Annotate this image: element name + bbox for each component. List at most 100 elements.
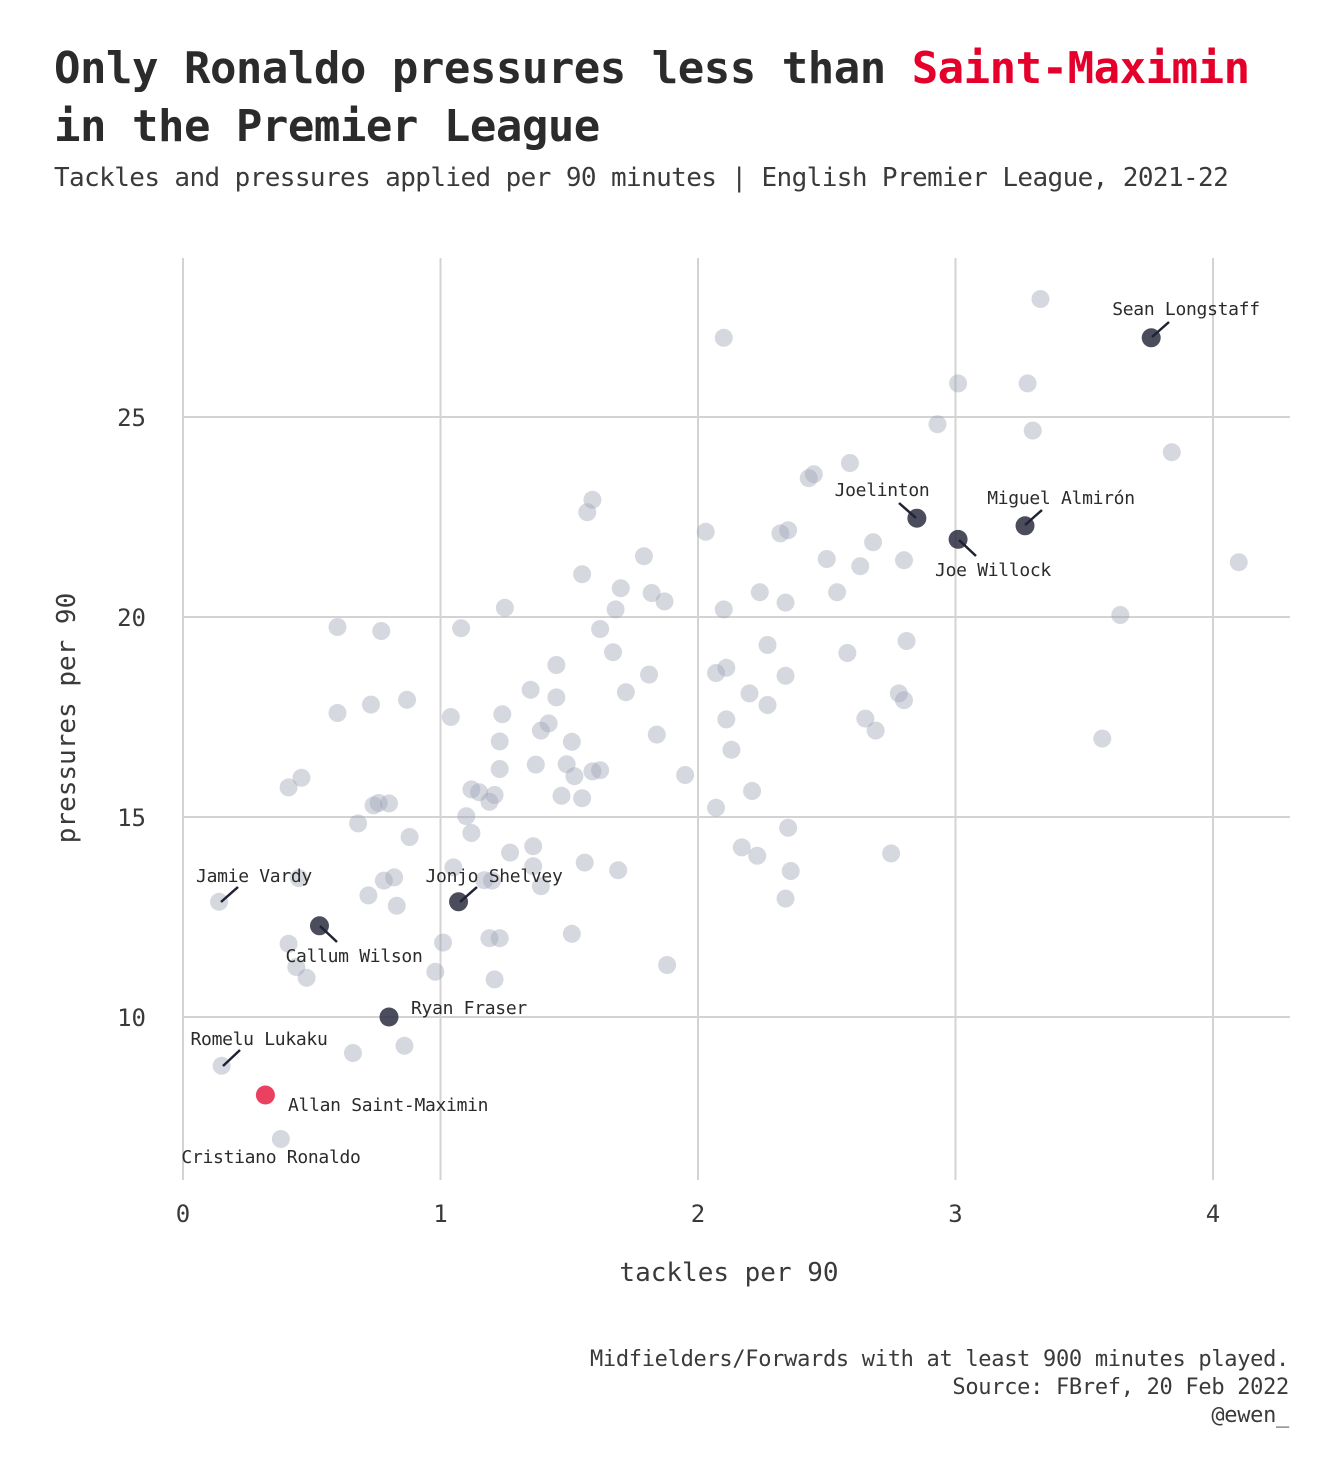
label-connector <box>459 886 478 903</box>
named-point-romelu-lukaku <box>212 1056 231 1075</box>
data-point <box>1162 443 1181 462</box>
data-point <box>717 658 736 677</box>
data-point <box>531 877 550 896</box>
data-point <box>647 725 666 744</box>
data-point <box>1023 421 1042 440</box>
data-point <box>897 632 916 650</box>
data-point <box>557 755 576 774</box>
label-connector <box>220 886 239 903</box>
point-label-joe-willock: Joe Willock <box>935 560 1051 581</box>
data-point <box>1229 553 1248 572</box>
highlight-point-allan-saint-maximin <box>255 1085 275 1105</box>
data-point <box>722 740 741 759</box>
x-axis-label: tackles per 90 <box>619 1258 838 1288</box>
data-point <box>882 844 901 863</box>
x-tick-label: 1 <box>433 1200 447 1228</box>
data-point <box>1031 290 1050 308</box>
data-point <box>444 858 463 877</box>
data-point <box>573 565 592 584</box>
data-point <box>287 958 306 976</box>
data-point <box>490 929 509 948</box>
point-label-sean-longstaff: Sean Longstaff <box>1112 299 1260 320</box>
data-point <box>359 886 378 905</box>
data-point <box>642 584 661 602</box>
data-point <box>866 721 885 740</box>
data-point <box>349 814 368 833</box>
data-point <box>400 828 419 846</box>
data-point <box>658 956 677 974</box>
data-point <box>583 490 602 509</box>
data-point <box>547 688 566 707</box>
data-point <box>732 838 751 857</box>
label-connector <box>319 925 338 943</box>
data-point <box>611 579 630 598</box>
data-point <box>452 619 471 638</box>
caption-note: Midfielders/Forwards with at least 900 m… <box>589 1347 1289 1372</box>
x-tick-label: 3 <box>948 1200 962 1228</box>
data-point <box>799 469 818 488</box>
data-point <box>426 962 445 981</box>
data-point <box>480 929 499 948</box>
y-tick-label: 25 <box>117 404 146 432</box>
labeled-point-jonjo-shelvey <box>449 892 469 912</box>
data-point <box>493 705 512 724</box>
chart-title: Only Ronaldo pressures less than Saint-M… <box>54 40 1314 156</box>
x-tick-label: 0 <box>176 1200 190 1228</box>
x-tick-label: 4 <box>1206 1200 1220 1228</box>
point-label-ryan-fraser: Ryan Fraser <box>411 998 527 1019</box>
data-point <box>562 732 581 751</box>
data-point <box>583 762 602 781</box>
x-tick-label: 2 <box>691 1200 705 1228</box>
caption-source: Source: FBref, 20 Feb 2022 <box>952 1375 1289 1400</box>
caption-author: @ewen_ <box>1211 1403 1289 1428</box>
data-point <box>707 664 726 682</box>
data-point <box>804 465 823 484</box>
data-point <box>606 600 625 619</box>
data-point <box>609 861 628 880</box>
data-point <box>483 871 501 890</box>
data-point <box>1093 729 1112 748</box>
data-point <box>776 889 795 908</box>
labeled-point-ryan-fraser <box>379 1007 399 1027</box>
label-connector <box>958 539 977 557</box>
data-point <box>524 857 543 876</box>
data-point <box>547 656 566 674</box>
data-point <box>462 780 481 799</box>
data-point <box>676 766 695 784</box>
y-tick-label: 10 <box>117 1004 146 1032</box>
data-point <box>640 665 659 684</box>
data-point <box>895 551 913 570</box>
data-point <box>279 778 298 797</box>
data-point <box>604 643 623 662</box>
data-point <box>714 600 733 619</box>
data-point <box>395 1036 414 1055</box>
data-point <box>457 807 476 826</box>
data-point <box>485 786 504 804</box>
data-point <box>328 618 347 636</box>
point-label-joelinton: Joelinton <box>835 480 930 501</box>
data-point <box>387 896 406 915</box>
data-point <box>634 547 653 566</box>
data-point <box>895 691 913 710</box>
data-point <box>573 789 592 808</box>
data-point <box>475 871 494 890</box>
data-point <box>279 934 298 953</box>
data-point <box>539 714 558 733</box>
data-point <box>374 871 393 890</box>
data-point <box>771 524 790 543</box>
data-point <box>743 782 762 800</box>
label-connector <box>1024 509 1043 526</box>
chart-caption: Midfielders/Forwards with at least 900 m… <box>590 1346 1289 1430</box>
label-connector <box>1151 321 1170 338</box>
data-point <box>364 796 383 815</box>
data-point <box>289 869 308 888</box>
data-point <box>817 550 836 568</box>
data-point <box>398 690 417 709</box>
data-point <box>470 783 489 802</box>
data-point <box>655 592 674 611</box>
named-point-cristiano-ronaldo <box>271 1130 290 1148</box>
data-point <box>552 786 571 805</box>
data-point <box>369 794 388 812</box>
label-connector <box>898 502 917 519</box>
data-point <box>856 709 875 728</box>
